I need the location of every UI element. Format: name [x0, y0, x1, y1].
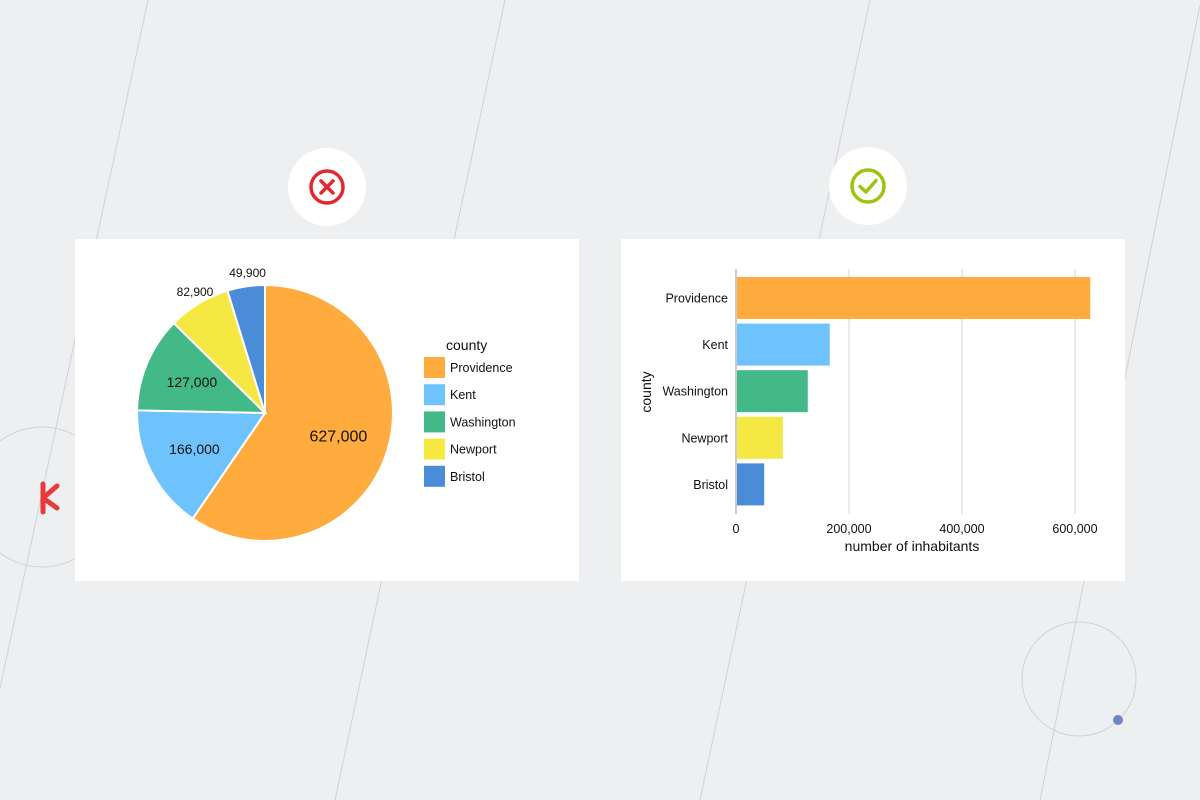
pie-label-providence: 627,000 — [309, 428, 367, 445]
pie-label-kent: 166,000 — [169, 441, 220, 457]
pie-label-washington: 127,000 — [167, 374, 218, 390]
correct-badge — [829, 147, 907, 225]
x-tick-label-0: 0 — [733, 522, 740, 536]
legend-label-washington: Washington — [450, 415, 516, 429]
legend-swatch-kent — [424, 384, 445, 406]
bar-chart-card: Providence Kent Washington Newport Bristol 0… — [621, 239, 1125, 581]
bar-providence — [737, 277, 1091, 319]
legend-swatch-newport — [424, 438, 445, 460]
y-tick-label-washington: Washington — [662, 385, 728, 399]
x-tick-label-1: 200,000 — [826, 522, 871, 536]
bar-chart: Providence Kent Washington Newport Bristol 0… — [638, 269, 1098, 554]
legend-label-newport: Newport — [450, 443, 497, 457]
cross-circle-icon — [309, 169, 345, 205]
x-axis-title: number of inhabitants — [845, 538, 980, 554]
pie-chart: 627,000 166,000 127,000 82,900 49,900 county… — [136, 266, 516, 542]
x-tick-label-3: 600,000 — [1052, 522, 1097, 536]
legend-label-bristol: Bristol — [450, 470, 485, 484]
y-axis-title: county — [638, 371, 654, 412]
bar-washington — [737, 370, 808, 413]
legend-title: county — [446, 337, 487, 353]
incorrect-badge — [288, 148, 366, 226]
x-tick-label-2: 400,000 — [939, 522, 984, 536]
pie-slice-providence — [191, 283, 394, 542]
legend-swatch-providence — [424, 357, 445, 378]
blue-dot-decoration — [1113, 715, 1123, 725]
y-tick-label-newport: Newport — [681, 431, 728, 445]
y-tick-label-kent: Kent — [702, 338, 728, 352]
bar-newport — [737, 416, 783, 459]
pie-slice-bristol — [226, 283, 266, 414]
pie-label-bristol: 49,900 — [229, 266, 266, 280]
asterisk-decoration — [40, 481, 60, 515]
pie-slice-kent — [136, 409, 267, 521]
legend-label-providence: Providence — [450, 361, 513, 375]
pie-chart-card: 627,000 166,000 127,000 82,900 49,900 county… — [75, 239, 579, 581]
legend-swatch-washington — [424, 411, 445, 433]
legend-label-kent: Kent — [450, 388, 476, 402]
y-tick-label-bristol: Bristol — [693, 478, 728, 492]
legend-swatch-bristol — [424, 465, 445, 487]
pie-label-newport: 82,900 — [177, 285, 214, 299]
bar-kent — [737, 323, 830, 366]
pie-slice-washington — [136, 321, 268, 415]
bar-bristol — [737, 463, 765, 506]
y-tick-label-providence: Providence — [665, 292, 728, 306]
check-circle-icon — [850, 168, 886, 204]
